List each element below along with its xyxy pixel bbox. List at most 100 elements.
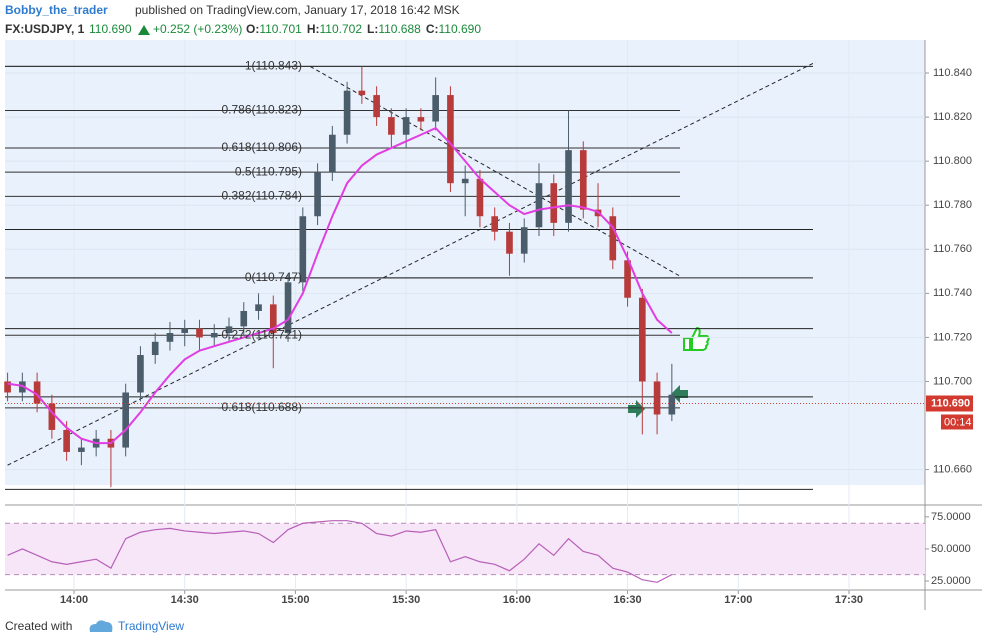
candle-body bbox=[196, 328, 203, 338]
candle-body bbox=[225, 326, 233, 333]
candle-body bbox=[491, 216, 499, 232]
fib-label: -0.618(110.688) bbox=[217, 400, 302, 414]
candle-body bbox=[579, 150, 587, 210]
candle-body bbox=[166, 332, 174, 342]
candle-body bbox=[476, 178, 484, 217]
candle-body bbox=[432, 95, 439, 122]
candle-body bbox=[4, 381, 11, 393]
ohlc: O: 110.701 H: 110.702 L: 110.688 C: 110.690 bbox=[246, 22, 481, 36]
moving-average bbox=[7, 126, 673, 445]
last-price-box bbox=[926, 395, 973, 412]
y-tick-label: 110.820 bbox=[933, 111, 972, 123]
y-tick-label: 110.700 bbox=[933, 375, 972, 387]
candle-body bbox=[33, 381, 41, 404]
ohlc-key: O: bbox=[246, 22, 259, 36]
fib-label: 0.786(110.823) bbox=[221, 103, 302, 117]
x-tick-label: 15:30 bbox=[392, 594, 420, 606]
candle-body bbox=[240, 310, 248, 327]
author[interactable]: Bobby_the_trader bbox=[5, 3, 108, 17]
candle-body bbox=[609, 216, 617, 261]
rsi-band bbox=[5, 523, 925, 575]
fib-label: 0.5(110.795) bbox=[235, 164, 302, 178]
x-tick-label: 15:00 bbox=[281, 594, 309, 606]
candle-body bbox=[638, 297, 646, 382]
candle-body bbox=[373, 95, 380, 118]
candle-body bbox=[668, 394, 676, 415]
candle-body bbox=[520, 227, 528, 254]
fib-label: 1(110.843) bbox=[245, 59, 302, 73]
candle-body bbox=[314, 172, 321, 217]
arrow-right bbox=[628, 400, 645, 418]
rsi-line bbox=[7, 520, 673, 583]
candle-body bbox=[417, 117, 425, 122]
candle-body bbox=[550, 183, 558, 223]
y-tick-label: 50.0000 bbox=[931, 543, 971, 555]
price: 110.690 bbox=[89, 22, 132, 36]
fib-label: 0(110.747) bbox=[245, 270, 302, 284]
last-price-label: 110.690 bbox=[931, 397, 970, 409]
x-tick-label: 14:00 bbox=[60, 594, 88, 606]
countdown-box bbox=[941, 414, 973, 430]
x-tick-label: 14:30 bbox=[171, 594, 199, 606]
candle-body bbox=[461, 178, 469, 184]
candle-body bbox=[535, 183, 543, 228]
candle-body bbox=[329, 134, 336, 173]
up-arrow bbox=[138, 25, 150, 35]
symbol: FX:USDJPY, 1 bbox=[5, 22, 85, 36]
tv-logo bbox=[89, 620, 113, 632]
y-tick-label: 25.0000 bbox=[931, 575, 971, 587]
fib-label: 0.382(110.784) bbox=[221, 189, 302, 203]
candle-body bbox=[284, 282, 292, 333]
candle-body bbox=[358, 90, 366, 96]
candle-body bbox=[447, 95, 454, 184]
candle-body bbox=[78, 447, 85, 452]
ohlc-key: C: bbox=[426, 22, 439, 36]
candle-body bbox=[565, 150, 572, 223]
thumbs-up bbox=[683, 326, 710, 351]
candle-body bbox=[269, 304, 277, 333]
y-tick-label: 110.840 bbox=[933, 67, 972, 79]
candle-body bbox=[210, 332, 218, 338]
ohlc-value: 110.701 bbox=[259, 22, 302, 36]
ohlc-value: 110.702 bbox=[320, 22, 363, 36]
ohlc-value: 110.688 bbox=[378, 22, 421, 36]
candle-body bbox=[506, 231, 513, 254]
y-tick-label: 110.740 bbox=[933, 287, 972, 299]
x-tick-label: 17:00 bbox=[724, 594, 752, 606]
x-tick-label: 16:30 bbox=[613, 594, 641, 606]
fib-label: -0.272(110.721) bbox=[217, 327, 302, 341]
x-tick-label: 17:30 bbox=[835, 594, 863, 606]
trend-line bbox=[7, 61, 816, 466]
candle-body bbox=[181, 328, 189, 333]
y-tick-label: 110.800 bbox=[933, 155, 972, 167]
arrow-left bbox=[671, 385, 688, 403]
candle-body bbox=[402, 117, 410, 135]
candle-body bbox=[151, 341, 159, 356]
main-pane bbox=[5, 40, 925, 485]
published: published on TradingView.com, January 17… bbox=[135, 3, 460, 17]
y-tick-label: 75.0000 bbox=[931, 511, 971, 523]
trend-line bbox=[309, 66, 680, 277]
fib-label: 0.618(110.806) bbox=[221, 140, 302, 154]
candle-body bbox=[624, 260, 631, 298]
candle-body bbox=[122, 392, 129, 448]
created-with: Created with bbox=[5, 619, 72, 633]
candle-body bbox=[63, 429, 70, 452]
x-tick-label: 16:00 bbox=[503, 594, 531, 606]
candle-body bbox=[388, 117, 395, 135]
candle-body bbox=[343, 90, 351, 135]
candle-body bbox=[299, 216, 307, 283]
candle-body bbox=[48, 403, 56, 430]
ohlc-key: L: bbox=[367, 22, 378, 36]
ohlc-value: 110.690 bbox=[439, 22, 482, 36]
candle-body bbox=[653, 381, 661, 415]
candle-body bbox=[255, 304, 262, 311]
countdown: 00:14 bbox=[944, 416, 972, 428]
candle-body bbox=[137, 355, 144, 393]
ohlc-key: H: bbox=[307, 22, 320, 36]
y-tick-label: 110.720 bbox=[933, 331, 972, 343]
y-tick-label: 110.660 bbox=[933, 463, 972, 475]
y-tick-label: 110.780 bbox=[933, 199, 972, 211]
brand[interactable]: TradingView bbox=[118, 619, 184, 633]
